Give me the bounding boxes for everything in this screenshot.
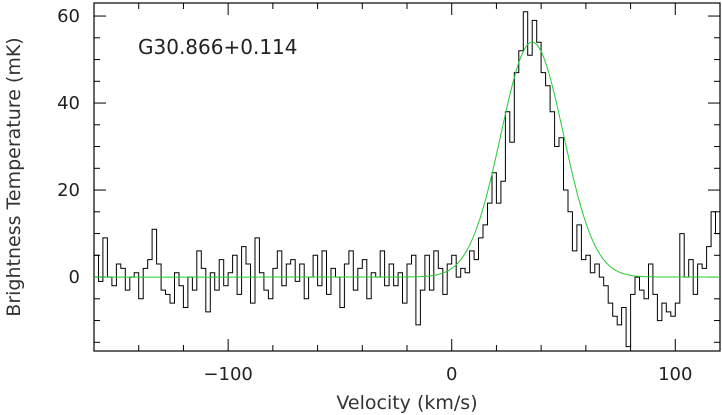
y-tick-label: 20 — [57, 180, 80, 201]
y-tick-label: 40 — [57, 93, 80, 114]
gaussian-fit-line — [94, 41, 720, 278]
x-tick-label: 100 — [658, 364, 692, 385]
x-axis-label: Velocity (km/s) — [336, 392, 477, 414]
source-annotation: G30.866+0.114 — [138, 35, 298, 59]
spectrum-step-line — [94, 11, 720, 348]
y-axis-label: Brightness Temperature (mK) — [3, 37, 25, 316]
y-tick-label: 60 — [57, 6, 80, 27]
axis-tick-labels: −100 0 100 0 20 40 60 — [57, 6, 692, 385]
x-tick-label: −100 — [203, 364, 252, 385]
y-tick-label: 0 — [69, 267, 80, 288]
x-tick-label: 0 — [446, 364, 457, 385]
